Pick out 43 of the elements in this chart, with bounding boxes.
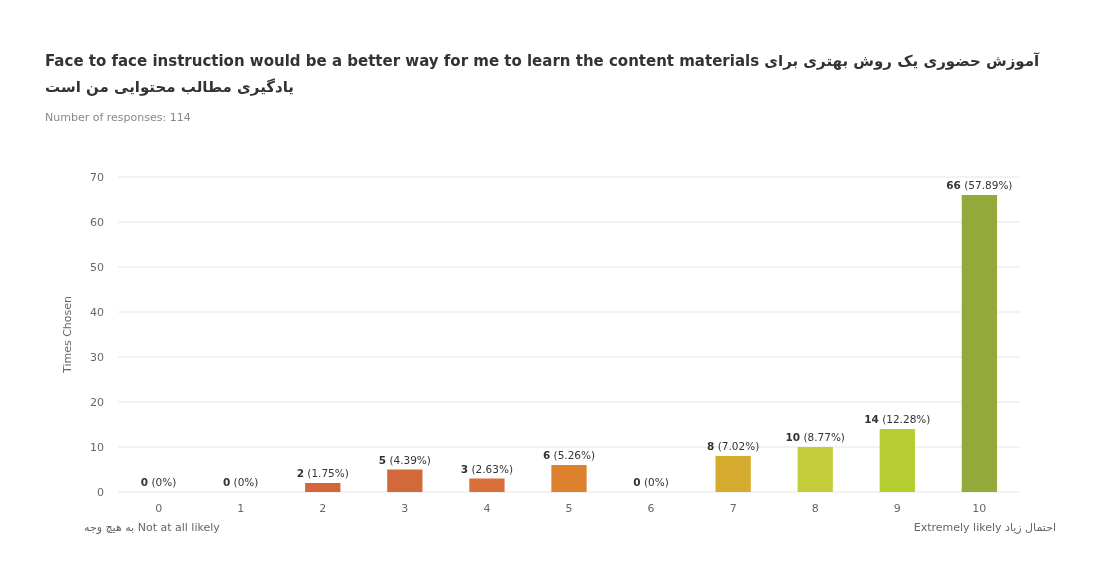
data-label: 0 (0%) [633, 476, 669, 488]
data-label: 14 (12.28%) [864, 413, 931, 425]
bar [551, 465, 587, 492]
data-label: 0 (0%) [222, 476, 259, 488]
y-tick-label: 30 [90, 350, 104, 364]
x-tick-label: 6 [647, 502, 655, 515]
data-label: 0 (0%) [140, 476, 177, 488]
x-tick-label: 5 [565, 502, 573, 515]
y-tick-label: 10 [90, 440, 104, 454]
bar [879, 429, 915, 492]
text: Extremely likely احتمال زیاد [913, 521, 1056, 534]
bar [387, 469, 423, 492]
y-tick-label: 20 [90, 395, 104, 409]
bar [961, 195, 998, 492]
x-tick-label: 1 [237, 502, 245, 515]
text: به هیچ وجه Not at all likely [84, 521, 221, 534]
x-tick-label: 2 [319, 502, 327, 515]
y-tick-label: 50 [90, 260, 104, 274]
y-tick-label: 70 [90, 170, 104, 184]
y-tick-label: 40 [90, 305, 104, 319]
data-label: 2 (1.75%) [296, 467, 349, 479]
data-label: 6 (5.26%) [542, 449, 596, 461]
data-label: 5 (4.39%) [378, 453, 431, 466]
x-tick-label: 4 [483, 502, 491, 515]
x-tick-label: 0 [155, 502, 163, 515]
bar [305, 483, 341, 492]
x-tick-label: 9 [893, 502, 901, 515]
bar [469, 478, 505, 492]
data-label: 66 (57.89%) [946, 179, 1013, 191]
x-tick-label: 7 [729, 502, 737, 515]
y-axis-title: Times Chosen [61, 295, 74, 374]
x-tick-label: 8 [811, 502, 819, 515]
bar [797, 447, 833, 492]
chart-title: Face to face instruction would be a better way for me to learn the content materials آموزش حضوری یک روش بهتری برای یادگیری مطالب محتوایی من است [45, 51, 1041, 98]
data-label: 3 (2.63%) [460, 462, 514, 475]
data-label: 10 (8.77%) [785, 431, 845, 443]
data-label: 8 (7.02%) [707, 440, 760, 452]
chart-subtitle: Number of responses: 114 [45, 111, 191, 124]
y-tick-label: 0 [97, 485, 104, 499]
bar [715, 456, 751, 492]
x-tick-label: 10 [972, 502, 987, 515]
x-tick-label: 3 [401, 502, 409, 515]
y-tick-label: 60 [90, 215, 104, 229]
